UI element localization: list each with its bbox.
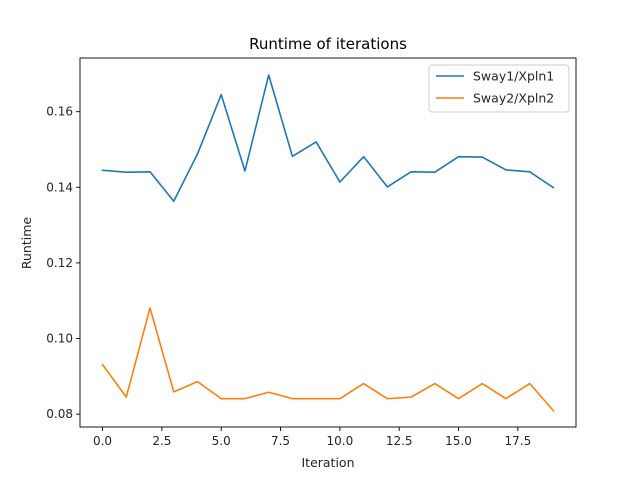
series-line-1: [101, 74, 555, 203]
axes-frame: [79, 57, 577, 428]
x-tick-label: 12.5: [386, 434, 413, 448]
y-tick-label: 0.08: [46, 407, 73, 421]
y-tick-label: 0.12: [46, 256, 73, 270]
x-tick-label: 10.0: [327, 434, 354, 448]
chart-title: Runtime of iterations: [249, 35, 407, 53]
y-tick-label: 0.16: [46, 105, 73, 119]
x-tick-label: 7.5: [271, 434, 290, 448]
y-tick-label: 0.10: [46, 332, 73, 346]
plot-area: 0.0 2.5 5.0 7.5 10.0 12.5 15.0 17.5 0.08 0.10 0.12…: [46, 57, 577, 448]
x-tick-label: 0.0: [93, 434, 112, 448]
x-tick-label: 5.0: [212, 434, 231, 448]
legend-label-1: Sway1/Xpln1: [473, 69, 554, 84]
y-axis-label: Runtime: [19, 217, 34, 270]
series-line-2: [101, 307, 555, 412]
x-tick-label: 2.5: [152, 434, 171, 448]
x-tick-label: 15.0: [445, 434, 472, 448]
x-axis-label: Iteration: [301, 455, 354, 470]
y-tick-label: 0.14: [46, 180, 73, 194]
x-tick-label: 17.5: [504, 434, 531, 448]
legend-label-2: Sway2/Xpln2: [473, 91, 554, 106]
